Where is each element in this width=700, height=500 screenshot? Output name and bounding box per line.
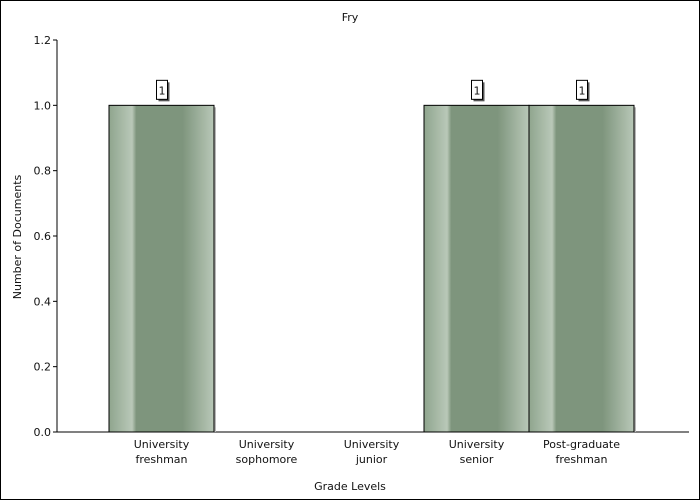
y-tick-label: 0.6 — [34, 230, 52, 243]
x-tick-label: Post-graduate freshman — [543, 438, 620, 466]
y-tick-label: 1.0 — [34, 99, 52, 112]
x-axis-label: Grade Levels — [314, 480, 386, 493]
data-label: 1 — [159, 84, 166, 97]
x-tick-label: University freshman — [134, 438, 190, 466]
data-label-box — [576, 79, 588, 100]
data-label-box — [471, 79, 483, 100]
y-tick-label: 0.2 — [34, 361, 52, 374]
y-tick-label: 0.0 — [34, 426, 52, 439]
data-label-box — [156, 79, 168, 100]
x-tick-label: University sophomore — [236, 438, 298, 466]
data-label: 1 — [579, 84, 586, 97]
data-label: 1 — [474, 84, 481, 97]
x-tick-label: University senior — [449, 438, 505, 466]
y-tick-label: 0.4 — [34, 295, 52, 308]
y-tick-label: 1.2 — [34, 34, 52, 47]
y-axis-label: Number of Documents — [11, 174, 24, 299]
bar — [528, 104, 635, 433]
bar — [108, 104, 215, 433]
bar — [423, 104, 530, 433]
x-tick-label: University junior — [344, 438, 400, 466]
y-tick-label: 0.8 — [34, 165, 52, 178]
chart-title: Fry — [342, 11, 359, 24]
